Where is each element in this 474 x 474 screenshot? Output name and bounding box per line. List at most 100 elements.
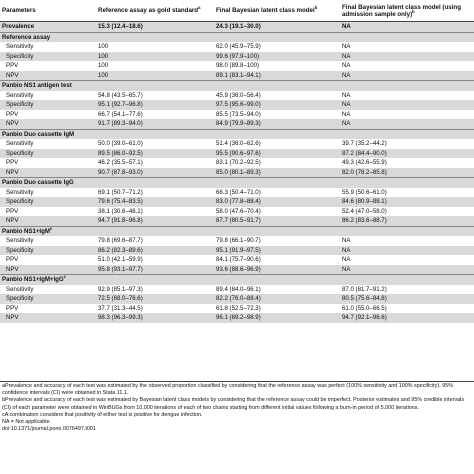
row-label: Sensitivity bbox=[0, 139, 96, 149]
cell-reference-assay: 79.6 (75.4–83.5) bbox=[96, 197, 214, 207]
cell-reference-assay-text: 38.1 (30.6–46.1) bbox=[98, 207, 143, 215]
cell-reference-assay-text: 100 bbox=[98, 52, 109, 60]
header-final-model: Final Bayesian latent class modelb bbox=[214, 0, 340, 22]
row-label-text: PPV bbox=[6, 62, 19, 70]
cell-final-admission: NA bbox=[340, 255, 474, 265]
table-row: PPV 66.7 (54.1–77.6) 85.5 (73.5–94.0) NA bbox=[0, 110, 474, 120]
cell-final-admission: 61.0 (55.0–66.5) bbox=[340, 304, 474, 314]
row-label-sup: c bbox=[49, 226, 53, 231]
cell-final-admission-text: 84.6 (80.9–88.1) bbox=[342, 198, 387, 206]
cell-reference-assay: 100 bbox=[96, 70, 214, 81]
cell-reference-assay: 72.5 (68.0–76.6) bbox=[96, 294, 214, 304]
cell-final-admission-text: NA bbox=[342, 110, 351, 118]
cell-final-model: 62.0 (45.9–75.9) bbox=[214, 42, 340, 52]
cell-final-model bbox=[214, 80, 340, 91]
table-section-row: Panbio Duo cassette IgG bbox=[0, 177, 474, 188]
cell-reference-assay-text: 79.6 (75.4–83.5) bbox=[98, 198, 143, 206]
header-reference-sup: a bbox=[198, 4, 201, 10]
table-row: Sensitivity 92.9 (85.1–97.3) 89.4 (84.0–96… bbox=[0, 285, 474, 295]
cell-final-admission-text: 94.7 (92.1–96.6) bbox=[342, 314, 387, 322]
cell-final-model: 95.1 (91.9–97.5) bbox=[214, 245, 340, 255]
table-row: Specificity 95.1 (92.7–96.8) 97.5 (95.6–99… bbox=[0, 100, 474, 110]
row-label-text: Reference assay bbox=[2, 33, 51, 41]
cell-final-admission: NA bbox=[340, 245, 474, 255]
cell-final-admission-text: NA bbox=[342, 120, 351, 128]
cell-final-admission: NA bbox=[340, 42, 474, 52]
table-row: Sensitivity 69.1 (50.7–71.2) 68.3 (50.4–71… bbox=[0, 188, 474, 198]
footnote: NA = Not applicable. bbox=[2, 419, 51, 426]
header-reference-label: Reference assay as gold standard bbox=[98, 7, 199, 14]
row-label: NPV bbox=[0, 119, 96, 129]
header-parameters-label: Parameters bbox=[2, 7, 36, 14]
cell-reference-assay: 15.3 (12.4–18.6) bbox=[96, 21, 214, 32]
cell-final-model: 95.5 (90.6–97.6) bbox=[214, 148, 340, 158]
cell-final-admission: NA bbox=[340, 70, 474, 81]
table-section-row: Prevalence 15.3 (12.4–18.6) 24.3 (19.1–30.… bbox=[0, 21, 474, 32]
row-label: Specificity bbox=[0, 100, 96, 110]
cell-final-model: 51.4 (36.0–62.6) bbox=[214, 139, 340, 149]
cell-reference-assay: 100 bbox=[96, 42, 214, 52]
cell-final-admission: 86.2 (83.6–88.7) bbox=[340, 216, 474, 226]
row-label-sup: c bbox=[63, 274, 66, 280]
cell-final-admission-text: NA bbox=[342, 23, 351, 31]
cell-final-model: 68.3 (50.4–71.0) bbox=[214, 188, 340, 198]
cell-reference-assay-text: 95.1 (92.7–96.8) bbox=[98, 101, 143, 109]
cell-reference-assay-text: 50.0 (39.0–61.0) bbox=[98, 140, 143, 148]
cell-reference-assay-text: 72.5 (68.0–76.6) bbox=[98, 295, 143, 303]
table-row: NPV 90.7 (87.8–93.0) 85.0 (80.1–89.3) 82.0 … bbox=[0, 167, 474, 178]
row-label: Specificity bbox=[0, 294, 96, 304]
header-final-admission-label: Final Bayesian latent class model (using… bbox=[342, 3, 461, 18]
cell-final-model-text: 58.0 (47.6–70.4) bbox=[216, 207, 261, 215]
table-header-row: Parameters Reference assay as gold stand… bbox=[0, 0, 474, 22]
row-label: PPV bbox=[0, 61, 96, 71]
cell-final-model-text: 24.3 (19.1–30.0) bbox=[216, 23, 261, 31]
table-bottom-rule bbox=[0, 381, 474, 382]
header-parameters: Parameters bbox=[0, 0, 96, 22]
table-row: PPV 46.2 (35.5–57.1) 83.1 (70.2–92.5) 49.3 … bbox=[0, 158, 474, 168]
cell-final-model-text: 85.5 (73.5–94.0) bbox=[216, 110, 261, 118]
row-label-text: Specificity bbox=[6, 149, 34, 157]
cell-final-model-text: 83.1 (70.2–92.5) bbox=[216, 159, 261, 167]
cell-final-admission-text: 49.3 (42.6–55.9) bbox=[342, 159, 387, 167]
row-label-text: Panbio NS1+IgM+IgG bbox=[2, 276, 64, 284]
cell-final-admission: NA bbox=[340, 61, 474, 71]
cell-reference-assay-text: 89.5 (86.0–92.5) bbox=[98, 149, 143, 157]
row-label-text: Specificity bbox=[6, 295, 34, 303]
cell-final-admission: 49.3 (42.6–55.9) bbox=[340, 158, 474, 168]
table-row: Specificity 89.5 (86.0–92.5) 95.5 (90.6–97… bbox=[0, 148, 474, 158]
cell-final-admission: 39.7 (35.2–44.2) bbox=[340, 139, 474, 149]
cell-final-admission-text: NA bbox=[342, 265, 351, 273]
cell-reference-assay-text: 100 bbox=[98, 62, 109, 70]
cell-final-model: 24.3 (19.1–30.0) bbox=[214, 21, 340, 32]
table-row: NPV 91.7 (89.3–94.0) 84.9 (79.9–89.3) NA bbox=[0, 119, 474, 129]
cell-reference-assay: 66.7 (54.1–77.6) bbox=[96, 110, 214, 120]
cell-final-admission: NA bbox=[340, 110, 474, 120]
row-label-text: Panbio Duo cassette IgG bbox=[2, 179, 74, 187]
cell-reference-assay: 90.7 (87.8–93.0) bbox=[96, 167, 214, 178]
cell-final-model-text: 99.6 (97.9–100) bbox=[216, 52, 260, 60]
cell-final-model-text: 61.8 (52.5–72.3) bbox=[216, 304, 261, 312]
row-label: Sensitivity bbox=[0, 188, 96, 198]
cell-final-model-text: 62.0 (45.9–75.9) bbox=[216, 43, 261, 51]
table-row: NPV 100 89.1 (83.1–94.1) NA bbox=[0, 70, 474, 81]
cell-final-model: 89.1 (83.1–94.1) bbox=[214, 70, 340, 81]
table-row: Sensitivity 79.8 (69.6–87.7) 79.8 (66.1–90… bbox=[0, 236, 474, 246]
cell-final-admission-text: NA bbox=[342, 91, 351, 99]
cell-reference-assay: 91.7 (89.3–94.0) bbox=[96, 119, 214, 129]
row-label: Sensitivity bbox=[0, 236, 96, 246]
row-label: Sensitivity bbox=[0, 42, 96, 52]
header-final-admission: Final Bayesian latent class model (using… bbox=[340, 0, 474, 22]
row-label-text: Sensitivity bbox=[6, 285, 34, 293]
cell-reference-assay: 50.0 (39.0–61.0) bbox=[96, 139, 214, 149]
cell-final-model: 84.1 (75.7–90.6) bbox=[214, 255, 340, 265]
cell-final-model: 93.6 (88.6–96.9) bbox=[214, 264, 340, 275]
cell-final-admission: NA bbox=[340, 119, 474, 129]
cell-final-admission bbox=[340, 128, 474, 139]
cell-final-admission: 80.5 (75.6–84.8) bbox=[340, 294, 474, 304]
row-label-text: NPV bbox=[6, 168, 19, 176]
row-label: Specificity bbox=[0, 148, 96, 158]
table-section-row: Panbio NS1+IgMc bbox=[0, 225, 474, 236]
row-label-text: Specificity bbox=[6, 246, 34, 254]
table-row: Sensitivity 54.8 (43.5–65.7) 45.9 (36.0–56… bbox=[0, 91, 474, 101]
cell-final-model: 87.7 (80.5–91.7) bbox=[214, 216, 340, 226]
